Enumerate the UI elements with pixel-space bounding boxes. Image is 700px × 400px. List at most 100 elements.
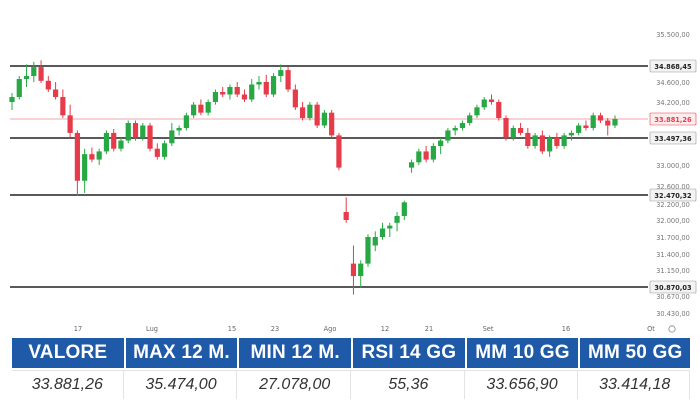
candle-body xyxy=(154,148,160,157)
header-mm-10gg: MM 10 GG xyxy=(466,338,579,368)
y-tick-label: 31.150,00 xyxy=(656,267,690,275)
candle-body xyxy=(430,145,436,160)
y-tick-label: 32.470,32 xyxy=(654,192,692,200)
settings-icon xyxy=(668,325,676,333)
candle-body xyxy=(16,79,22,97)
x-tick-label: Ago xyxy=(324,325,337,333)
candle-body xyxy=(220,92,226,95)
y-tick-badge xyxy=(649,59,697,73)
candle-body xyxy=(183,115,189,128)
candle-body xyxy=(38,67,44,81)
y-tick-label: 34.868,45 xyxy=(654,63,692,71)
candle-body xyxy=(263,82,269,95)
candle-body xyxy=(358,263,364,277)
candle-body xyxy=(125,123,131,141)
header-rsi-14gg: RSI 14 GG xyxy=(353,338,465,368)
candle-body xyxy=(52,89,59,97)
candle-body xyxy=(438,140,444,146)
stats-header-row: VALORE MAX 12 M. MIN 12 M. RSI 14 GG MM … xyxy=(12,338,691,368)
candle-body xyxy=(212,92,219,102)
y-tick-label: 32.200,00 xyxy=(656,201,690,209)
candle-body xyxy=(387,225,393,229)
candle-body xyxy=(140,125,146,138)
x-tick-label: 23 xyxy=(271,325,279,333)
x-tick-label: 16 xyxy=(562,325,570,333)
y-tick-badge xyxy=(649,131,697,145)
y-tick-label: 30.870,03 xyxy=(654,284,692,292)
y-tick-badge xyxy=(649,112,697,126)
candle-body xyxy=(329,112,335,136)
y-tick-label: 30.670,00 xyxy=(656,293,690,301)
candle-body xyxy=(147,125,153,149)
candle-body xyxy=(96,151,102,160)
candle-body xyxy=(568,132,575,136)
y-tick-label: 32.000,00 xyxy=(656,217,690,225)
candle-body xyxy=(176,127,182,131)
candle-body xyxy=(583,125,589,128)
candle-body xyxy=(169,130,175,144)
candle-body xyxy=(467,115,473,124)
candle-body xyxy=(60,97,66,116)
candle-body xyxy=(111,132,117,149)
y-tick-label: 33.881,26 xyxy=(654,116,692,124)
candle-body xyxy=(350,263,357,277)
x-tick-label: 12 xyxy=(381,325,389,333)
candle-body xyxy=(336,135,342,168)
y-tick-label: 35.500,00 xyxy=(656,31,690,39)
candle-body xyxy=(532,135,538,146)
value-valore: 33.881,26 xyxy=(12,371,124,399)
candle-body xyxy=(510,127,516,138)
y-tick-badge xyxy=(649,280,697,294)
candle-body xyxy=(23,76,30,80)
stats-value-row: 33.881,26 35.474,00 27.078,00 55,36 33.6… xyxy=(12,370,691,399)
candle-body xyxy=(74,132,80,181)
candle-body xyxy=(191,104,197,116)
candle-body xyxy=(249,84,255,100)
candle-body xyxy=(481,99,487,108)
candle-body xyxy=(525,132,531,146)
candle-body xyxy=(539,135,545,152)
candle-body xyxy=(576,125,582,133)
value-min-12m: 27.078,00 xyxy=(239,371,352,399)
candle-body xyxy=(307,104,313,119)
candle-body xyxy=(278,70,284,77)
candle-body xyxy=(89,154,95,160)
x-tick-label: Ot xyxy=(647,325,655,333)
candle-body xyxy=(343,212,349,220)
y-tick-label: 30.430,00 xyxy=(656,310,690,318)
x-tick-label: 21 xyxy=(425,325,433,333)
candle-body xyxy=(554,137,560,146)
candle-body xyxy=(379,228,386,237)
candle-body xyxy=(547,137,553,152)
value-mm-10gg: 33.656,90 xyxy=(467,371,579,399)
candle-body xyxy=(394,216,400,223)
y-tick-label: 31.400,00 xyxy=(656,251,690,259)
x-tick-label: Lug xyxy=(146,325,158,333)
candle-body xyxy=(488,99,495,102)
y-tick-badge xyxy=(649,188,697,202)
candle-body xyxy=(161,143,168,157)
x-tick-label: 17 xyxy=(74,325,82,333)
candle-body xyxy=(605,120,611,126)
header-max-12m: MAX 12 M. xyxy=(125,338,238,368)
stats-table: VALORE MAX 12 M. MIN 12 M. RSI 14 GG MM … xyxy=(12,338,691,400)
candle-body xyxy=(517,127,524,133)
candle-body xyxy=(67,115,73,133)
value-rsi-14gg: 55,36 xyxy=(353,371,465,399)
candle-body xyxy=(423,151,429,160)
candle-body xyxy=(103,132,110,152)
candle-body xyxy=(561,135,567,146)
candle-body xyxy=(459,123,466,128)
candle-body xyxy=(321,112,327,126)
candle-body xyxy=(408,162,415,168)
candle-body xyxy=(227,87,233,95)
candle-body xyxy=(285,70,291,90)
candle-body xyxy=(270,76,277,95)
x-tick-label: 15 xyxy=(228,325,236,333)
candle-body xyxy=(256,82,262,85)
value-max-12m: 35.474,00 xyxy=(126,371,238,399)
candle-body xyxy=(234,87,240,95)
y-tick-label: 31.700,00 xyxy=(656,234,690,242)
candle-body xyxy=(118,140,124,149)
candle-body xyxy=(474,107,480,116)
